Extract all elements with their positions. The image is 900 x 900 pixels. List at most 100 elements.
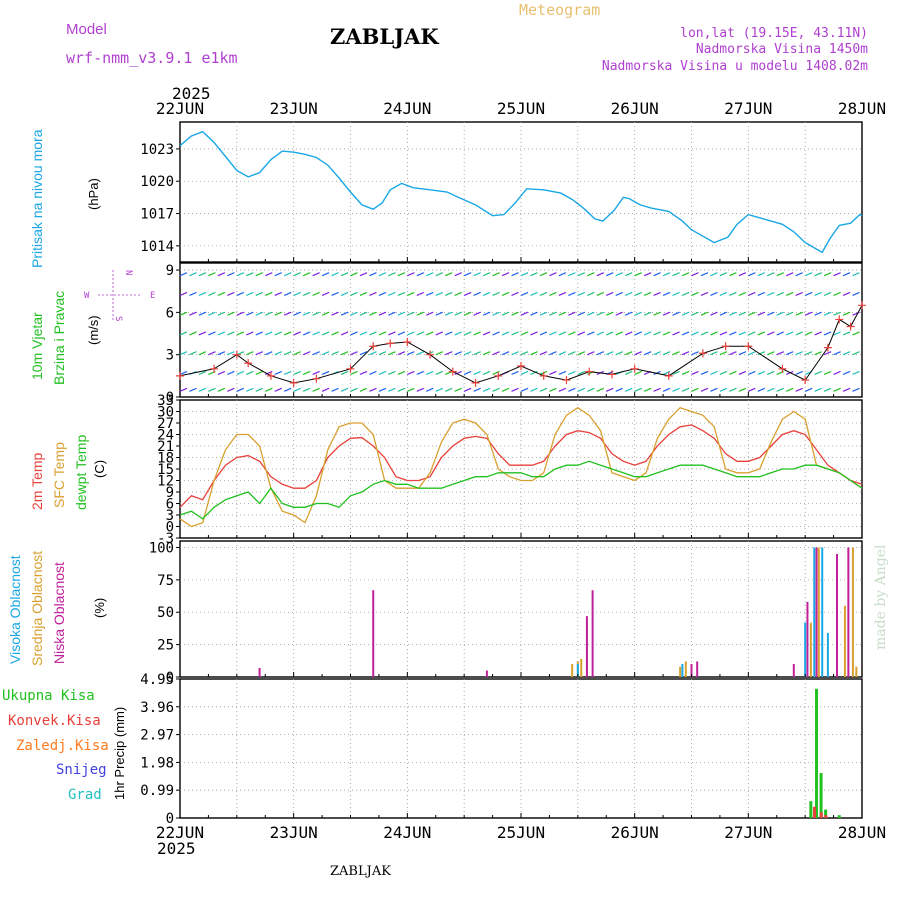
wind-barb [511,291,519,296]
cloud_cover-ytick-label: 50 [157,605,174,621]
wind-barb [407,272,415,277]
temperature-ytick-label: 12 [157,474,174,490]
wind-barb [293,272,301,277]
wind-barb [558,291,567,296]
wind-barb [378,291,387,296]
wind-gust-marker [721,342,730,351]
wind-barb [359,351,368,356]
wind-barb [388,291,396,296]
wind-barb [539,351,548,356]
wind-barb [350,387,358,392]
wind-barb [558,311,567,316]
wind-barb [416,387,425,392]
x-day-label-bottom: 23JUN [270,823,318,842]
wind-barb [179,331,188,336]
wind-barb [369,387,377,392]
wind-barb [312,387,320,392]
wind-barb [520,291,529,296]
wind-barb [463,311,472,316]
wind-barb [511,370,519,375]
wind-barb [274,272,282,277]
wind-barb [767,291,775,296]
total_precip-bar [815,688,819,818]
model-label: Model [66,21,107,38]
wind-barb [388,272,396,277]
wind-barb [804,291,813,296]
mid_cloud-bar [679,666,682,677]
wind-barb [823,370,832,375]
wind-barb [738,370,747,375]
wind-barb [624,291,633,296]
wind-barb [331,387,339,392]
wind-barb [227,370,235,375]
wind-barb [748,351,756,356]
x-day-label-bottom: 28JUN [838,823,886,842]
wind-barb [265,331,273,336]
wind-label-1: 10m Vjetar [29,312,45,380]
wind-barb [587,272,595,277]
wind-barb [568,272,576,277]
wind-barb [302,331,311,336]
wind-barb [444,272,453,277]
wind-barb [587,291,595,296]
wind-barb [577,351,586,356]
wind-barb [719,331,728,336]
wind-barb [549,272,557,277]
wind-barb [236,291,245,296]
wind-barb [662,351,671,356]
compass-w: W [84,291,90,301]
wind-barb [577,387,586,392]
wind-barb [265,272,273,277]
wind-barb [208,291,216,296]
wind-barb [681,311,690,316]
wind-barb [255,370,264,375]
total_precip-bar [809,801,813,818]
wind-barb [265,387,273,392]
wind-barb [454,272,462,277]
compass-n: N [123,270,133,275]
wind-barb [710,370,718,375]
wind-barb [729,351,737,356]
wind-barb [729,272,737,277]
wind-barb [236,311,245,316]
wind-barb [369,291,377,296]
pressure-ytick-label: 1020 [140,174,174,190]
wind-barb [416,370,425,375]
wind-gust-marker [244,359,253,368]
wind-barb [795,311,803,316]
wind-barb [444,351,453,356]
temperature-ytick-label: -3 [157,531,174,547]
wind-barb [662,311,671,316]
wind-barb [823,291,832,296]
wind-gust-marker [448,367,457,376]
wind-gust-marker [494,371,503,380]
wind-barb [568,370,576,375]
wind-barb [577,370,586,375]
wind-barb [615,272,623,277]
wind-barb [785,331,794,336]
wind-barb [255,331,264,336]
wind-barb [444,291,453,296]
wind-barb [842,291,851,296]
cloud_cover-ytick-label: 75 [157,573,174,589]
wind-barb [549,291,557,296]
wind-barb [255,387,264,392]
high_cloud-bar [804,622,807,677]
precip-label-3: Zaledj.Kisa [16,738,109,754]
wind-barb [179,387,188,392]
wind-barb [823,387,832,392]
temperature-ytick-label: 21 [157,439,174,455]
wind-barb [463,331,472,336]
wind-barb [312,331,320,336]
wind-barb [710,291,718,296]
wind-barb [776,291,784,296]
wind-barb [672,272,680,277]
wind-gust-marker [823,343,832,352]
wind-barb [767,370,775,375]
wind-barb [662,331,671,336]
wind-barb [634,311,642,316]
wind-barb [691,272,699,277]
compass-s: S [113,316,123,321]
cloud-unit: (%) [92,598,107,618]
wind-barb [842,272,851,277]
